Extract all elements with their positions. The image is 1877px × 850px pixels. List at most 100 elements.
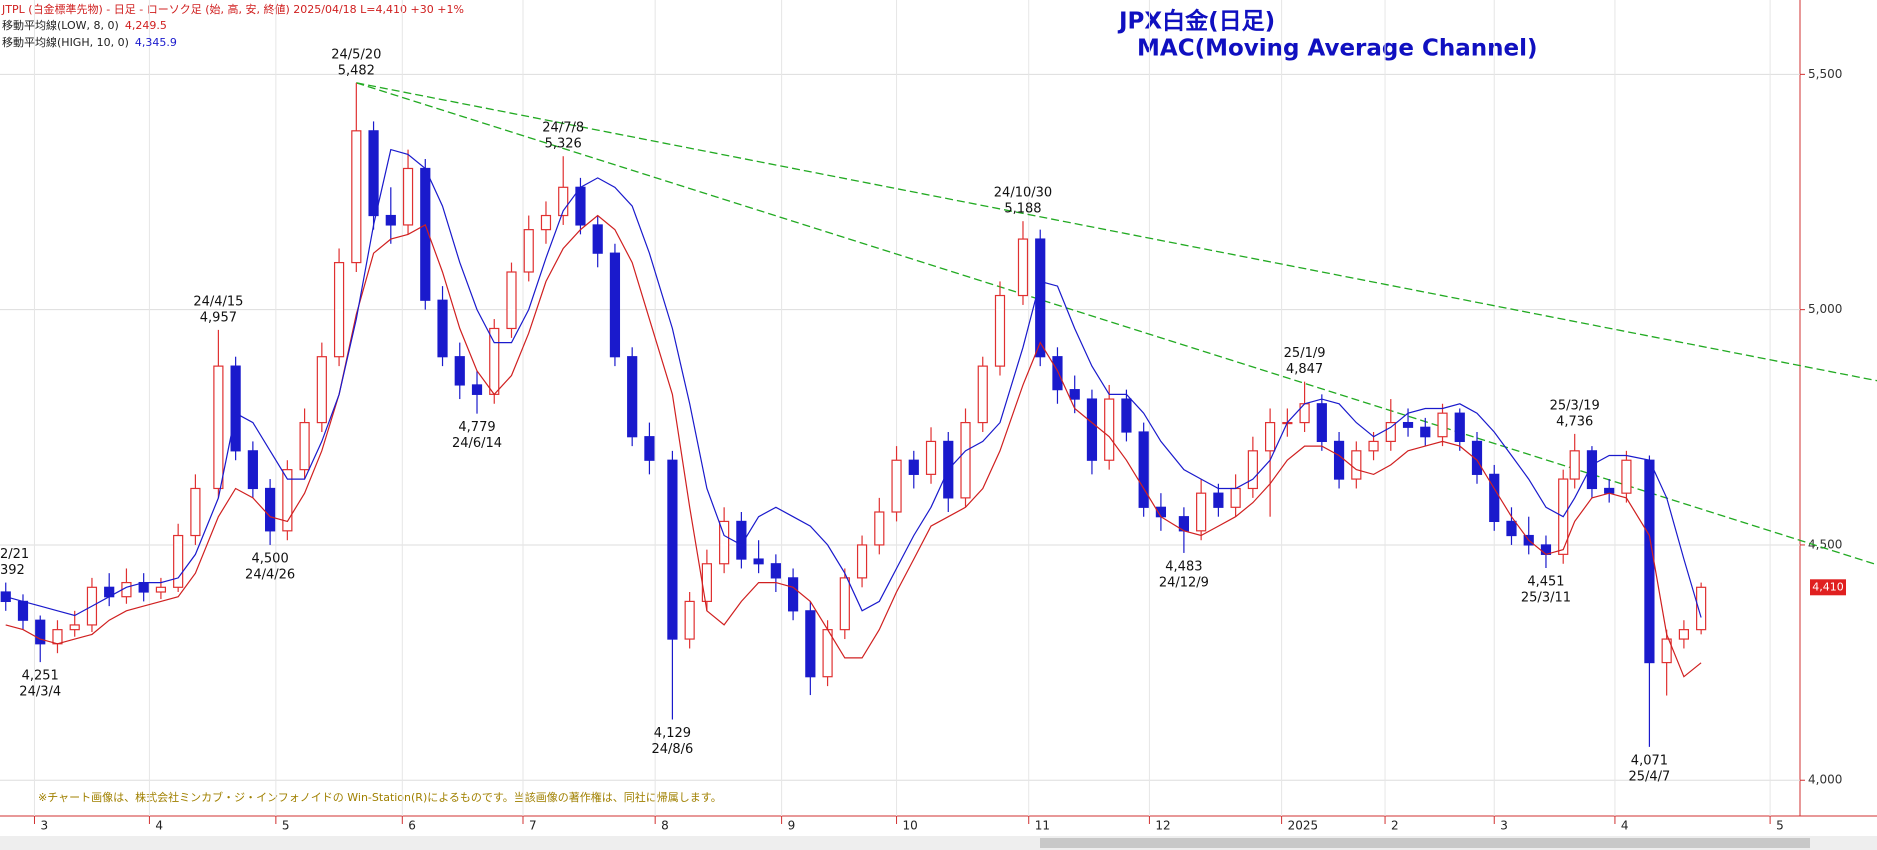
candle-body [609,252,621,358]
candle-body [1351,450,1362,480]
x-tick-label: 9 [788,819,796,833]
chart-title: JPX白金(日足) [1117,8,1275,35]
candle-body [822,629,833,678]
annotation-label: 4,071 [1631,753,1668,768]
candle-body [299,421,310,471]
annotation-label: 24/3/4 [19,685,61,700]
candle-body [874,511,885,546]
candle-body [891,459,902,513]
candle-body [592,224,603,254]
candle-body [1368,440,1379,452]
x-tick-label: 3 [40,819,48,833]
candle-body [17,600,29,621]
candle-body [1454,412,1465,443]
candle-body [627,356,638,438]
x-tick-label: 4 [155,819,163,833]
candle-body [787,577,799,612]
candle-body [1265,421,1276,452]
candle-body [856,544,868,579]
candle-body [247,450,258,490]
candle-body [960,421,971,499]
candle-body [1385,421,1396,443]
x-tick-label: 5 [282,819,290,833]
x-tick-label: 6 [408,819,416,833]
candle-body [977,365,988,424]
candle-body [471,384,483,395]
annotation-label: 4,129 [654,726,691,741]
candle-body [644,436,655,461]
x-tick-label: 8 [661,819,669,833]
annotation-label: 25/3/19 [1550,398,1600,413]
candle-body [402,167,414,226]
candle-body [805,610,816,678]
candle-body [1644,459,1655,664]
candle-body [489,327,500,395]
candle-body [1086,398,1098,461]
annotation-label: 4,251 [22,669,59,684]
annotation-label: 4,483 [1165,559,1202,574]
trendline [356,82,1877,566]
candle-body [351,130,362,264]
candle-body [282,469,293,532]
candle-body [173,534,184,588]
annotation-label: 5,482 [338,63,375,78]
annotation-label: 4,957 [200,310,237,325]
candle-body [265,487,276,532]
candle-body [770,563,781,579]
candle-body [506,271,517,330]
candle-body [1052,356,1063,391]
x-tick-label: 4 [1621,819,1629,833]
candle-body [736,520,747,560]
legend-value: 4,345.9 [135,36,177,49]
last-price-box [1810,579,1846,596]
annotation-label: 24/8/6 [651,742,693,757]
annotation-label: 24/6/14 [452,436,502,451]
candle-body [558,186,569,217]
moving-average-line [5,148,1702,618]
legend-entry: 移動平均線(LOW, 8, 0) [2,18,119,32]
candle-body [753,558,764,565]
candle-body [368,130,379,217]
candle-body [1506,520,1517,537]
x-tick-label: 2 [1391,819,1399,833]
x-tick-label: 10 [903,819,918,833]
candle-body [1138,431,1149,508]
candle-body [437,299,448,358]
annotation-label: 24/4/15 [193,294,243,309]
header: JTPL (白金標準先物) - 日足 - ローソク足 (始, 高, 安, 終値)… [1,2,464,16]
candle-body [540,214,552,231]
annotation-label: 2/21 [0,547,29,562]
candle-body [1604,487,1615,494]
candle-body [925,440,937,475]
candle-body [1471,440,1483,475]
candle-body [213,365,224,490]
candle-body [1230,487,1241,508]
x-tick-label: 2025 [1288,819,1319,833]
annotation-label: 25/3/11 [1521,591,1571,606]
candle-body [839,577,850,631]
candle-body [454,356,465,386]
scrollbar-thumb[interactable] [1040,838,1810,848]
y-tick-label: 4,000 [1808,773,1842,787]
annotation-label: 24/12/9 [1159,575,1209,590]
candle-body [994,294,1006,367]
candle-body [1069,389,1080,400]
candle-body [35,619,46,645]
legend-value: 4,249.5 [125,19,167,32]
annotation-label: 24/7/8 [542,121,584,136]
candle-body [333,261,345,358]
candle-body [1621,459,1632,494]
annotation-label: 24/5/20 [331,47,381,62]
candle-body [684,600,695,640]
annotation-label: 25/4/7 [1628,769,1670,784]
annotation-label: 5,326 [545,137,582,152]
y-tick-label: 5,500 [1808,67,1842,81]
x-tick-label: 3 [1500,819,1508,833]
candle-body [1121,398,1132,433]
candle-body [1569,450,1580,480]
candle-body [1678,629,1689,640]
candle-body [1586,450,1598,490]
candle-body [1316,403,1327,443]
